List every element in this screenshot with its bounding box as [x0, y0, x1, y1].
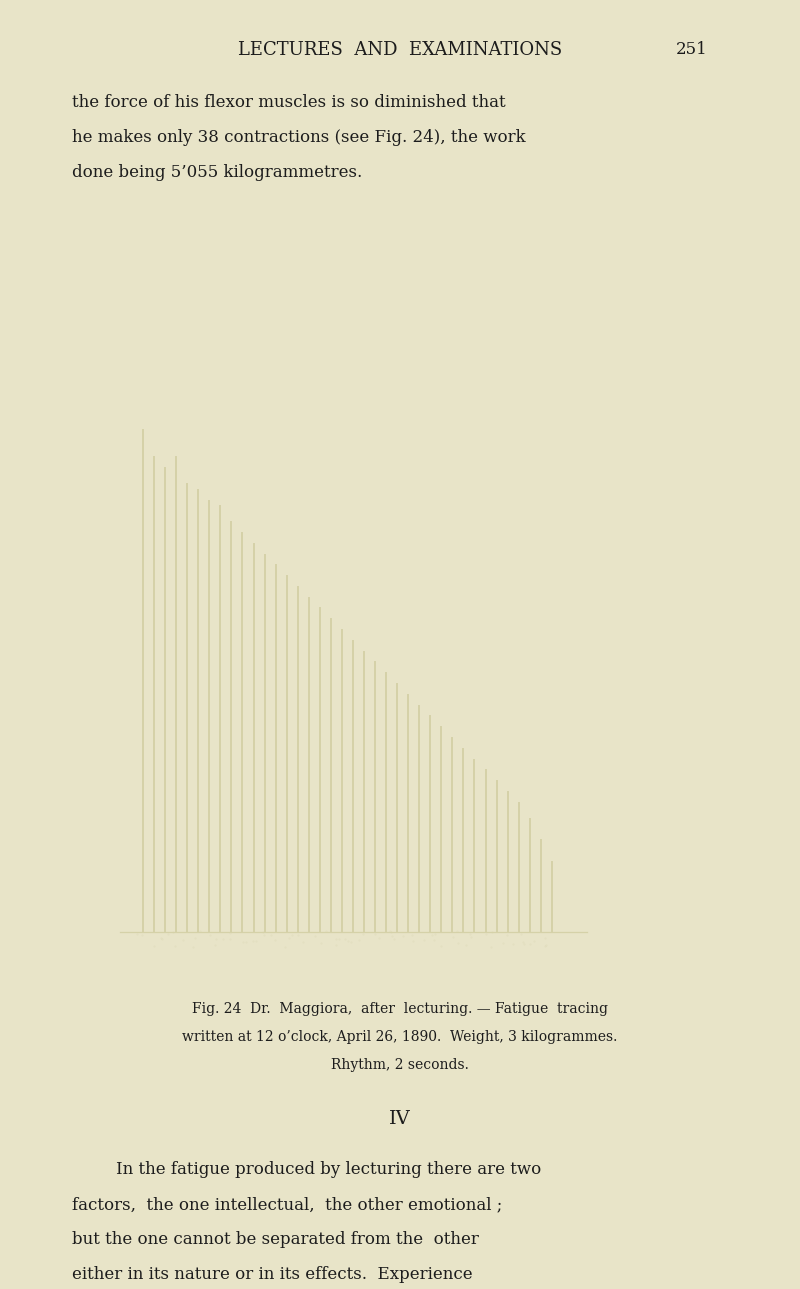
- Text: Fig. 24  Dr.  Maggiora,  after  lecturing. — Fatigue  tracing: Fig. 24 Dr. Maggiora, after lecturing. —…: [192, 1002, 608, 1016]
- Text: done being 5’055 kilogrammetres.: done being 5’055 kilogrammetres.: [72, 164, 362, 180]
- Text: LECTURES  AND  EXAMINATIONS: LECTURES AND EXAMINATIONS: [238, 41, 562, 59]
- Text: In the fatigue produced by lecturing there are two: In the fatigue produced by lecturing the…: [116, 1161, 542, 1178]
- Text: but the one cannot be separated from the  other: but the one cannot be separated from the…: [72, 1231, 479, 1248]
- Text: Rhythm, 2 seconds.: Rhythm, 2 seconds.: [331, 1058, 469, 1072]
- Text: he makes only 38 contractions (see Fig. 24), the work: he makes only 38 contractions (see Fig. …: [72, 129, 526, 146]
- Text: the force of his flexor muscles is so diminished that: the force of his flexor muscles is so di…: [72, 94, 506, 111]
- Text: factors,  the one intellectual,  the other emotional ;: factors, the one intellectual, the other…: [72, 1196, 502, 1213]
- Text: IV: IV: [389, 1110, 411, 1128]
- Text: either in its nature or in its effects.  Experience: either in its nature or in its effects. …: [72, 1266, 473, 1283]
- Text: 251: 251: [676, 41, 708, 58]
- Text: written at 12 o’clock, April 26, 1890.  Weight, 3 kilogrammes.: written at 12 o’clock, April 26, 1890. W…: [182, 1030, 618, 1044]
